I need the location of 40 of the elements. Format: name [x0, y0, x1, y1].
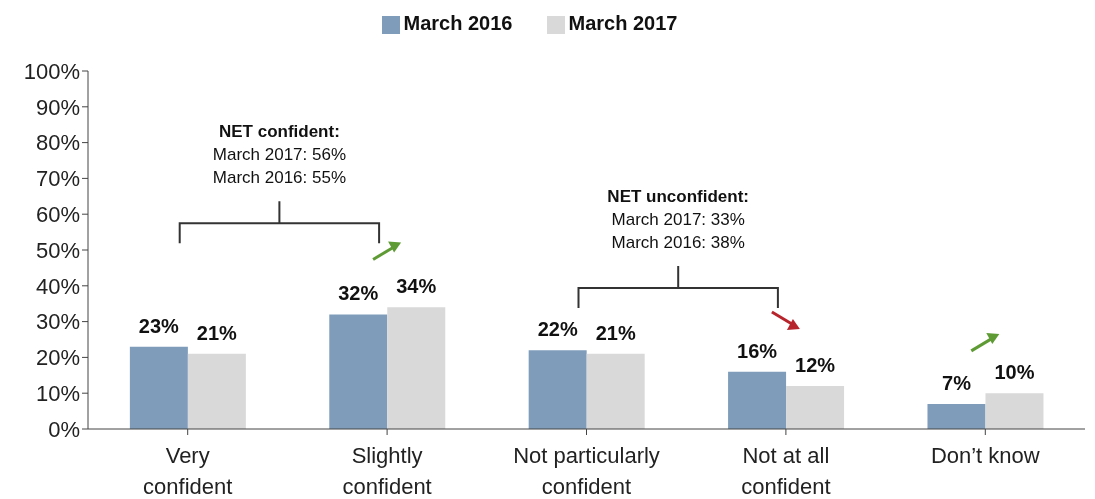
legend-label: March 2016	[403, 12, 513, 34]
data-label: 22%	[537, 318, 578, 341]
y-tick-label: 10%	[35, 381, 80, 407]
bar	[329, 314, 388, 429]
x-tick-label: Very confident	[143, 443, 233, 499]
y-tick-label: 30%	[35, 309, 80, 335]
y-tick-label: 60%	[35, 202, 80, 228]
y-tick-label: 50%	[35, 237, 80, 263]
bar	[985, 393, 1044, 429]
y-tick-label: 90%	[35, 94, 80, 120]
bar	[387, 307, 446, 429]
data-label: 21%	[196, 321, 238, 344]
data-label: 7%	[942, 371, 972, 394]
x-tick-label: Not particularly confident	[513, 443, 660, 499]
x-tick-label: Not at all confident	[741, 443, 831, 499]
y-tick-label: 100%	[23, 58, 80, 84]
bar	[728, 371, 787, 429]
data-label: 21%	[595, 321, 636, 344]
bar	[927, 403, 986, 429]
bar	[586, 353, 645, 429]
x-tick-label: Don’t know	[930, 443, 1040, 468]
bar	[129, 346, 188, 429]
data-label: 34%	[396, 275, 437, 298]
bar	[528, 350, 587, 429]
bar	[187, 353, 246, 429]
data-label: 10%	[994, 361, 1035, 384]
bar	[786, 386, 845, 429]
annotation: NET unconfident: March 2017: 33% March 2016: 38%	[607, 187, 750, 253]
data-label: 32%	[338, 282, 379, 305]
y-tick-label: 70%	[35, 166, 80, 192]
data-label: 23%	[138, 314, 180, 337]
annotation: NET confident: March 2017: 56% March 2016: 55%	[212, 122, 347, 188]
y-tick-label: 0%	[48, 416, 80, 442]
y-tick-label: 40%	[35, 273, 80, 299]
legend-label: March 2017	[568, 12, 678, 34]
x-tick-label: Slightly confident	[342, 443, 432, 499]
data-label: 12%	[795, 354, 836, 377]
y-tick-label: 20%	[35, 345, 80, 371]
data-label: 16%	[737, 339, 778, 362]
y-tick-label: 80%	[35, 130, 80, 156]
